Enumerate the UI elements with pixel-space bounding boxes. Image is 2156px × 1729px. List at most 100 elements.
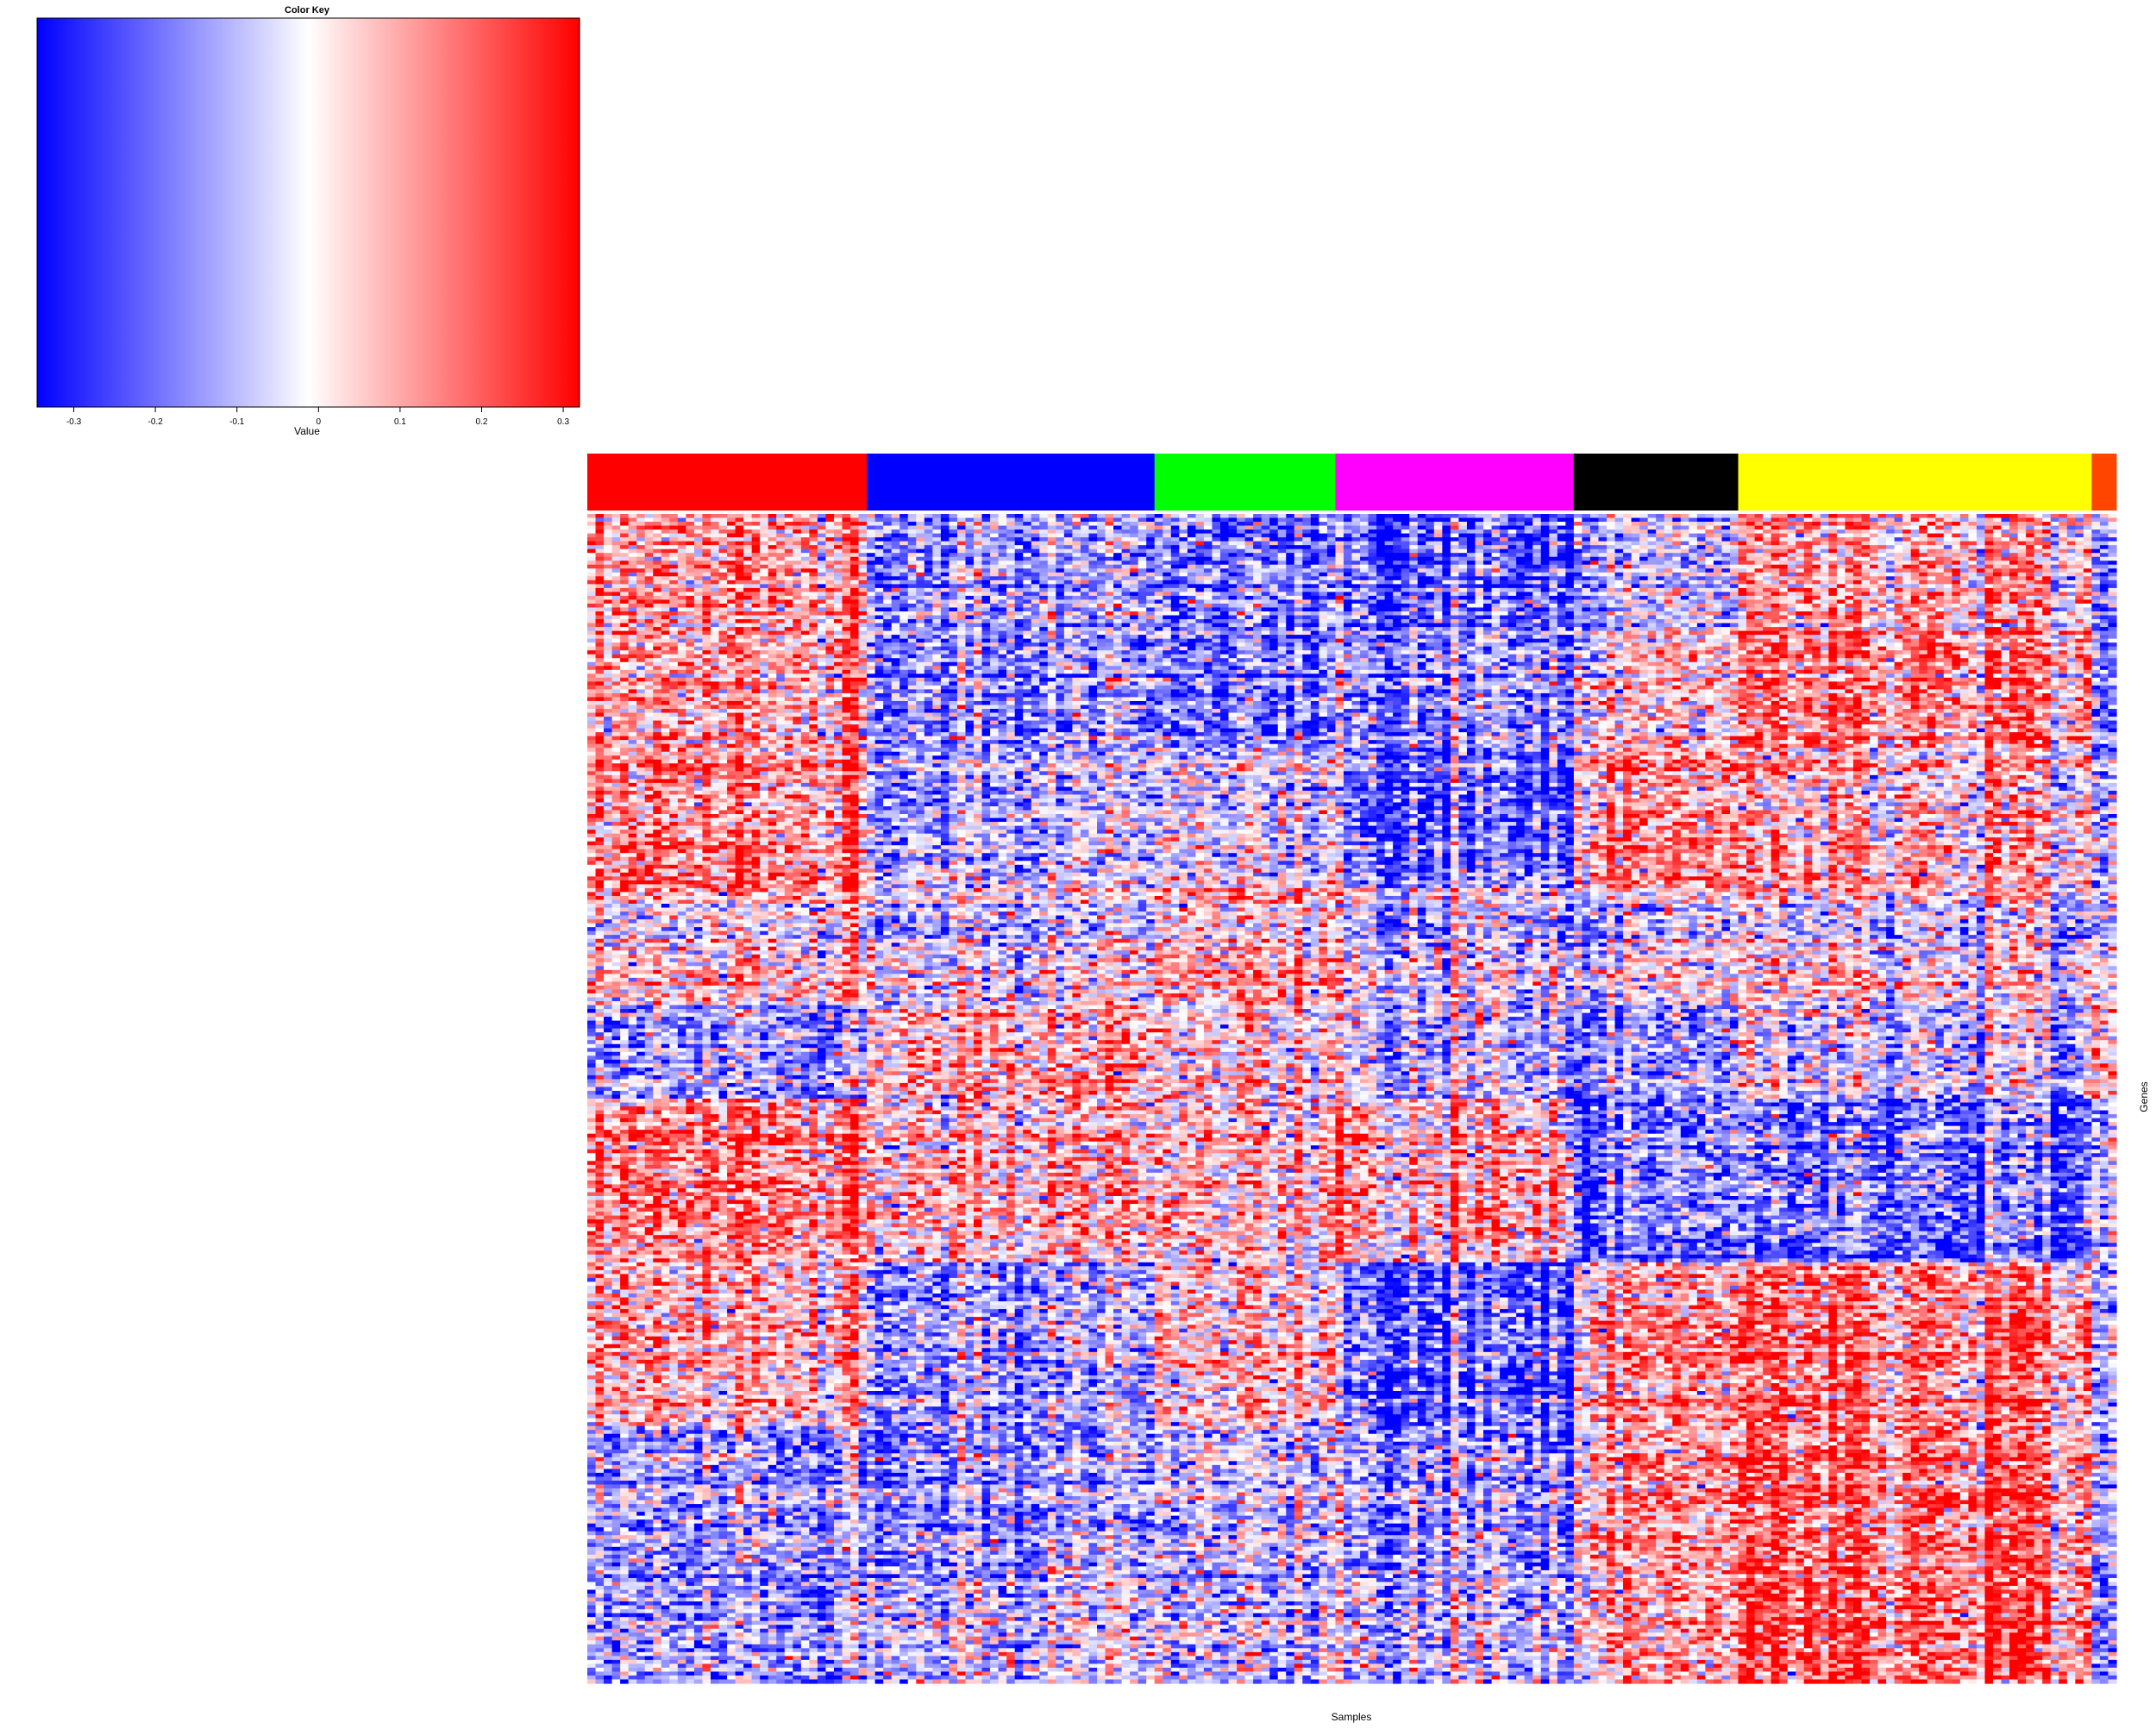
- heatmap-cell: [1237, 518, 1245, 523]
- heatmap-cell: [932, 529, 941, 534]
- heatmap-cell: [669, 534, 678, 538]
- heatmap-cell: [1919, 518, 1927, 523]
- heatmap-cell: [1796, 553, 1804, 557]
- heatmap-cell: [859, 522, 868, 526]
- heatmap-cell: [1984, 542, 1993, 546]
- heatmap-cell: [587, 529, 596, 534]
- heatmap-cell: [883, 557, 892, 561]
- heatmap-cell: [1311, 557, 1319, 561]
- heatmap-cell: [1237, 549, 1245, 554]
- heatmap-cell: [1960, 549, 1969, 554]
- heatmap-cell: [990, 526, 999, 530]
- heatmap-cell: [1385, 545, 1394, 549]
- heatmap-cell: [825, 542, 834, 546]
- heatmap-cell: [793, 522, 801, 526]
- heatmap-cell: [1188, 553, 1196, 557]
- heatmap-cell: [1401, 514, 1410, 518]
- heatmap-cell: [2100, 553, 2109, 557]
- heatmap-cell: [1475, 542, 1483, 546]
- heatmap-cell: [1993, 549, 2002, 554]
- heatmap-cell: [1952, 514, 1960, 518]
- heatmap-cell: [1088, 522, 1097, 526]
- heatmap-cell: [736, 542, 744, 546]
- heatmap-cell: [1746, 526, 1755, 530]
- heatmap-cell: [1072, 526, 1081, 530]
- heatmap-cell: [1672, 549, 1681, 554]
- heatmap-cell: [809, 522, 818, 526]
- heatmap-cell: [1220, 545, 1229, 549]
- heatmap-cell: [1902, 537, 1911, 542]
- heatmap-cell: [1993, 545, 2002, 549]
- heatmap-cell: [1812, 522, 1821, 526]
- heatmap-cell: [2075, 526, 2084, 530]
- heatmap-cell: [1039, 534, 1048, 538]
- heatmap-cell: [1122, 549, 1131, 554]
- heatmap-cell: [2002, 514, 2010, 518]
- heatmap-cell: [1796, 526, 1804, 530]
- heatmap-cell: [875, 529, 884, 534]
- heatmap-cell: [1311, 518, 1319, 523]
- heatmap-cell: [1919, 534, 1927, 538]
- heatmap-cell: [1245, 529, 1254, 534]
- heatmap-cell: [629, 529, 637, 534]
- heatmap-cell: [1516, 529, 1525, 534]
- heatmap-cell: [736, 529, 744, 534]
- heatmap-cell: [899, 518, 908, 523]
- heatmap-cell: [1895, 529, 1903, 534]
- heatmap-cell: [1451, 542, 1459, 546]
- heatmap-cell: [1097, 529, 1106, 534]
- heatmap-cell: [661, 518, 670, 523]
- heatmap-cell: [2108, 529, 2116, 534]
- heatmap-cell: [1697, 514, 1706, 518]
- heatmap-cell: [1697, 526, 1706, 530]
- heatmap-cell: [1878, 549, 1887, 554]
- heatmap-cell: [645, 553, 654, 557]
- heatmap-cell: [1837, 518, 1846, 523]
- heatmap-cell: [678, 557, 686, 561]
- heatmap-cell: [1714, 545, 1722, 549]
- heatmap-cell: [1081, 553, 1089, 557]
- heatmap-cell: [1023, 545, 1031, 549]
- heatmap-cell: [636, 557, 645, 561]
- heatmap-cell: [1081, 529, 1089, 534]
- heatmap-cell: [1097, 542, 1106, 546]
- heatmap-cell: [1532, 545, 1541, 549]
- heatmap-cell: [719, 526, 728, 530]
- heatmap-cell: [957, 542, 966, 546]
- heatmap-cell: [1163, 514, 1171, 518]
- heatmap-cell: [1409, 542, 1418, 546]
- heatmap-cell: [1771, 553, 1780, 557]
- heatmap-cell: [1475, 514, 1483, 518]
- heatmap-cell: [1739, 514, 1747, 518]
- heatmap-cell: [1919, 522, 1927, 526]
- heatmap-cell: [1302, 526, 1311, 530]
- heatmap-cell: [1418, 553, 1426, 557]
- heatmap-cell: [916, 557, 924, 561]
- heatmap-cell: [2108, 537, 2116, 542]
- heatmap-cell: [1442, 526, 1451, 530]
- heatmap-cell: [809, 549, 818, 554]
- heatmap-cell: [1335, 514, 1344, 518]
- heatmap-cell: [1393, 518, 1401, 523]
- heatmap-cell: [1590, 542, 1599, 546]
- heatmap-cell: [825, 522, 834, 526]
- heatmap-cell: [1532, 529, 1541, 534]
- heatmap-cell: [1853, 553, 1862, 557]
- heatmap-cell: [1163, 529, 1171, 534]
- heatmap-cell: [1245, 534, 1254, 538]
- heatmap-cell: [1369, 534, 1377, 538]
- heatmap-cell: [1919, 549, 1927, 554]
- heatmap-cell: [1146, 522, 1155, 526]
- heatmap-cell: [1327, 526, 1336, 530]
- heatmap-cell: [1294, 518, 1303, 523]
- heatmap-cell: [1615, 534, 1624, 538]
- heatmap-cell: [1278, 518, 1287, 523]
- heatmap-cell: [1376, 549, 1385, 554]
- heatmap-cell: [867, 537, 875, 542]
- heatmap-cell: [1977, 522, 1985, 526]
- heatmap-cell: [899, 534, 908, 538]
- heatmap-cell: [859, 534, 868, 538]
- heatmap-cell: [1582, 526, 1590, 530]
- heatmap-cell: [1458, 534, 1467, 538]
- heatmap-cell: [1023, 529, 1031, 534]
